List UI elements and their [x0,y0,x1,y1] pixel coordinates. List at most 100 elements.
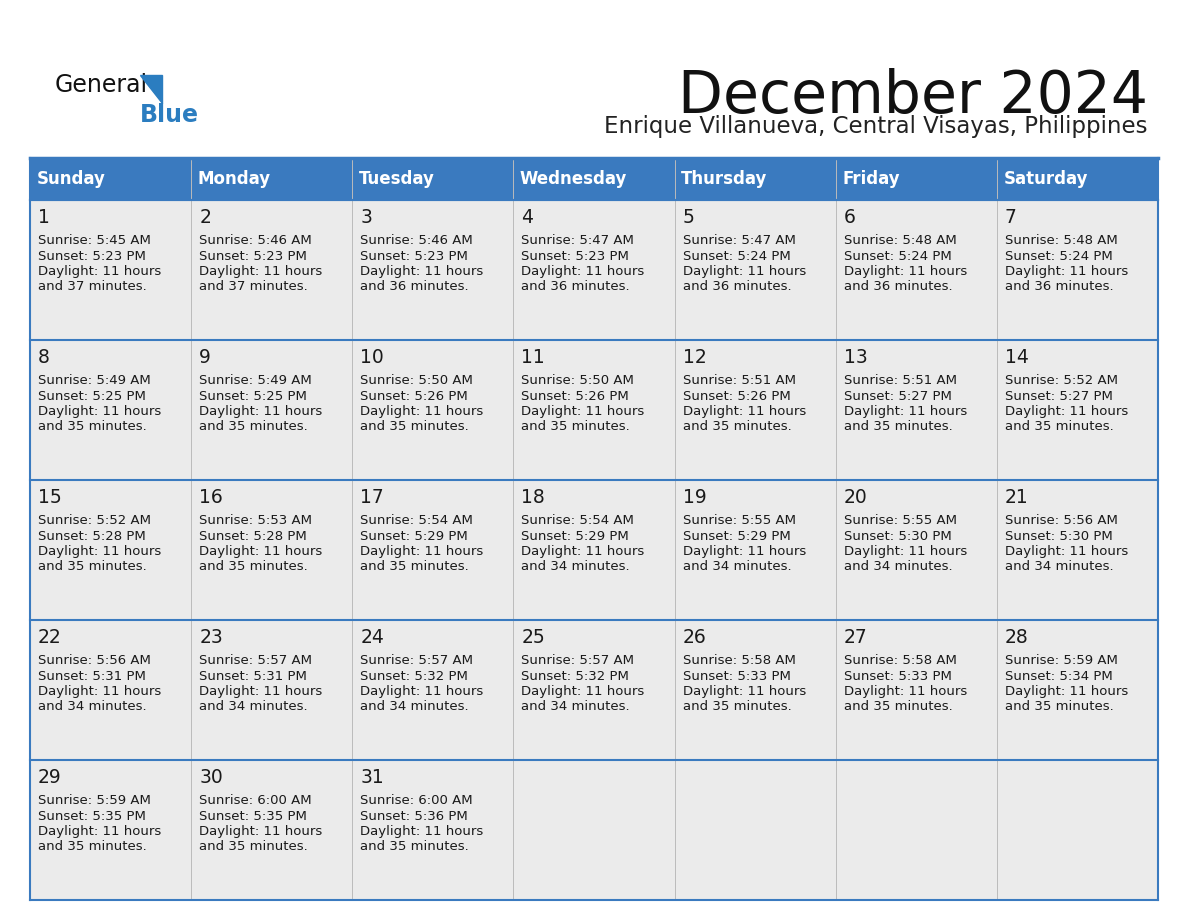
Text: Sunset: 5:33 PM: Sunset: 5:33 PM [683,669,790,682]
Text: and 35 minutes.: and 35 minutes. [1005,420,1113,433]
Text: Sunrise: 5:50 AM: Sunrise: 5:50 AM [522,374,634,387]
Text: Daylight: 11 hours: Daylight: 11 hours [360,825,484,838]
Text: and 34 minutes.: and 34 minutes. [1005,561,1113,574]
Text: Sunset: 5:27 PM: Sunset: 5:27 PM [1005,389,1113,402]
Text: Sunset: 5:29 PM: Sunset: 5:29 PM [522,530,630,543]
Text: and 34 minutes.: and 34 minutes. [38,700,146,713]
Text: 6: 6 [843,208,855,227]
Text: Thursday: Thursday [681,170,767,188]
Text: and 34 minutes.: and 34 minutes. [683,561,791,574]
Text: Sunset: 5:31 PM: Sunset: 5:31 PM [38,669,146,682]
Text: 19: 19 [683,488,707,507]
Text: Sunrise: 5:50 AM: Sunrise: 5:50 AM [360,374,473,387]
Text: Sunset: 5:23 PM: Sunset: 5:23 PM [360,250,468,263]
Bar [30,340,1158,480]
Text: and 35 minutes.: and 35 minutes. [360,561,469,574]
Text: Daylight: 11 hours: Daylight: 11 hours [522,685,645,698]
Text: Daylight: 11 hours: Daylight: 11 hours [200,825,322,838]
Text: Sunrise: 5:55 AM: Sunrise: 5:55 AM [683,514,796,527]
Text: Daylight: 11 hours: Daylight: 11 hours [1005,265,1129,278]
Text: and 36 minutes.: and 36 minutes. [843,281,953,294]
Text: and 35 minutes.: and 35 minutes. [843,420,953,433]
Text: Daylight: 11 hours: Daylight: 11 hours [843,405,967,418]
Text: 17: 17 [360,488,384,507]
Text: 4: 4 [522,208,533,227]
Text: Daylight: 11 hours: Daylight: 11 hours [360,265,484,278]
Text: 12: 12 [683,348,707,367]
Text: and 35 minutes.: and 35 minutes. [38,420,147,433]
Text: 23: 23 [200,628,223,647]
Text: 18: 18 [522,488,545,507]
Text: Sunrise: 5:58 AM: Sunrise: 5:58 AM [843,654,956,667]
Text: and 35 minutes.: and 35 minutes. [38,561,147,574]
Polygon shape [140,75,162,103]
Text: 28: 28 [1005,628,1029,647]
Text: Sunrise: 5:53 AM: Sunrise: 5:53 AM [200,514,312,527]
Text: and 34 minutes.: and 34 minutes. [522,561,630,574]
Text: and 35 minutes.: and 35 minutes. [683,700,791,713]
Text: and 36 minutes.: and 36 minutes. [522,281,630,294]
Text: Daylight: 11 hours: Daylight: 11 hours [200,405,322,418]
Text: Monday: Monday [197,170,271,188]
Text: 11: 11 [522,348,545,367]
Text: Sunrise: 5:59 AM: Sunrise: 5:59 AM [38,794,151,807]
Bar [30,480,1158,620]
Text: Sunrise: 5:54 AM: Sunrise: 5:54 AM [360,514,473,527]
Text: Friday: Friday [842,170,899,188]
Text: Daylight: 11 hours: Daylight: 11 hours [38,545,162,558]
Text: Daylight: 11 hours: Daylight: 11 hours [522,405,645,418]
Text: Sunset: 5:28 PM: Sunset: 5:28 PM [200,530,307,543]
Text: Sunset: 5:26 PM: Sunset: 5:26 PM [360,389,468,402]
Text: Daylight: 11 hours: Daylight: 11 hours [38,825,162,838]
Text: Daylight: 11 hours: Daylight: 11 hours [843,545,967,558]
Text: Sunset: 5:35 PM: Sunset: 5:35 PM [200,810,307,823]
Text: Sunrise: 5:56 AM: Sunrise: 5:56 AM [38,654,151,667]
Bar [30,200,1158,340]
Text: Sunrise: 5:56 AM: Sunrise: 5:56 AM [1005,514,1118,527]
Text: Sunset: 5:23 PM: Sunset: 5:23 PM [38,250,146,263]
Text: and 35 minutes.: and 35 minutes. [843,700,953,713]
Text: Sunset: 5:24 PM: Sunset: 5:24 PM [1005,250,1113,263]
Text: Daylight: 11 hours: Daylight: 11 hours [683,405,805,418]
Text: Sunrise: 5:48 AM: Sunrise: 5:48 AM [1005,234,1118,247]
Text: Sunrise: 5:59 AM: Sunrise: 5:59 AM [1005,654,1118,667]
Text: Sunset: 5:26 PM: Sunset: 5:26 PM [683,389,790,402]
Text: Sunrise: 5:48 AM: Sunrise: 5:48 AM [843,234,956,247]
Text: Daylight: 11 hours: Daylight: 11 hours [360,405,484,418]
Text: Sunrise: 5:55 AM: Sunrise: 5:55 AM [843,514,956,527]
Text: Sunrise: 5:57 AM: Sunrise: 5:57 AM [200,654,312,667]
Text: Sunset: 5:32 PM: Sunset: 5:32 PM [522,669,630,682]
Text: Daylight: 11 hours: Daylight: 11 hours [522,265,645,278]
Text: Sunset: 5:24 PM: Sunset: 5:24 PM [843,250,952,263]
Text: Blue: Blue [140,103,200,127]
Text: Daylight: 11 hours: Daylight: 11 hours [38,405,162,418]
Text: Sunset: 5:34 PM: Sunset: 5:34 PM [1005,669,1113,682]
Text: Sunrise: 5:52 AM: Sunrise: 5:52 AM [1005,374,1118,387]
Text: Sunset: 5:25 PM: Sunset: 5:25 PM [38,389,146,402]
Text: Daylight: 11 hours: Daylight: 11 hours [683,265,805,278]
Bar [997,158,1158,200]
Text: Daylight: 11 hours: Daylight: 11 hours [1005,545,1129,558]
Text: 14: 14 [1005,348,1029,367]
Bar [30,760,1158,900]
Text: 5: 5 [683,208,695,227]
Text: General: General [55,73,148,97]
Text: 27: 27 [843,628,867,647]
Text: Sunset: 5:33 PM: Sunset: 5:33 PM [843,669,952,682]
Text: Sunrise: 5:58 AM: Sunrise: 5:58 AM [683,654,796,667]
Text: 2: 2 [200,208,211,227]
Text: and 35 minutes.: and 35 minutes. [360,841,469,854]
Text: Sunset: 5:36 PM: Sunset: 5:36 PM [360,810,468,823]
Text: 10: 10 [360,348,384,367]
Text: Sunrise: 6:00 AM: Sunrise: 6:00 AM [360,794,473,807]
Text: Daylight: 11 hours: Daylight: 11 hours [1005,405,1129,418]
Text: Sunrise: 5:52 AM: Sunrise: 5:52 AM [38,514,151,527]
Text: and 35 minutes.: and 35 minutes. [38,841,147,854]
Text: Sunset: 5:23 PM: Sunset: 5:23 PM [522,250,630,263]
Text: Sunset: 5:28 PM: Sunset: 5:28 PM [38,530,146,543]
Bar [30,158,191,200]
Text: Saturday: Saturday [1004,170,1088,188]
Text: 21: 21 [1005,488,1029,507]
Text: Sunrise: 5:49 AM: Sunrise: 5:49 AM [38,374,151,387]
Text: and 35 minutes.: and 35 minutes. [200,561,308,574]
